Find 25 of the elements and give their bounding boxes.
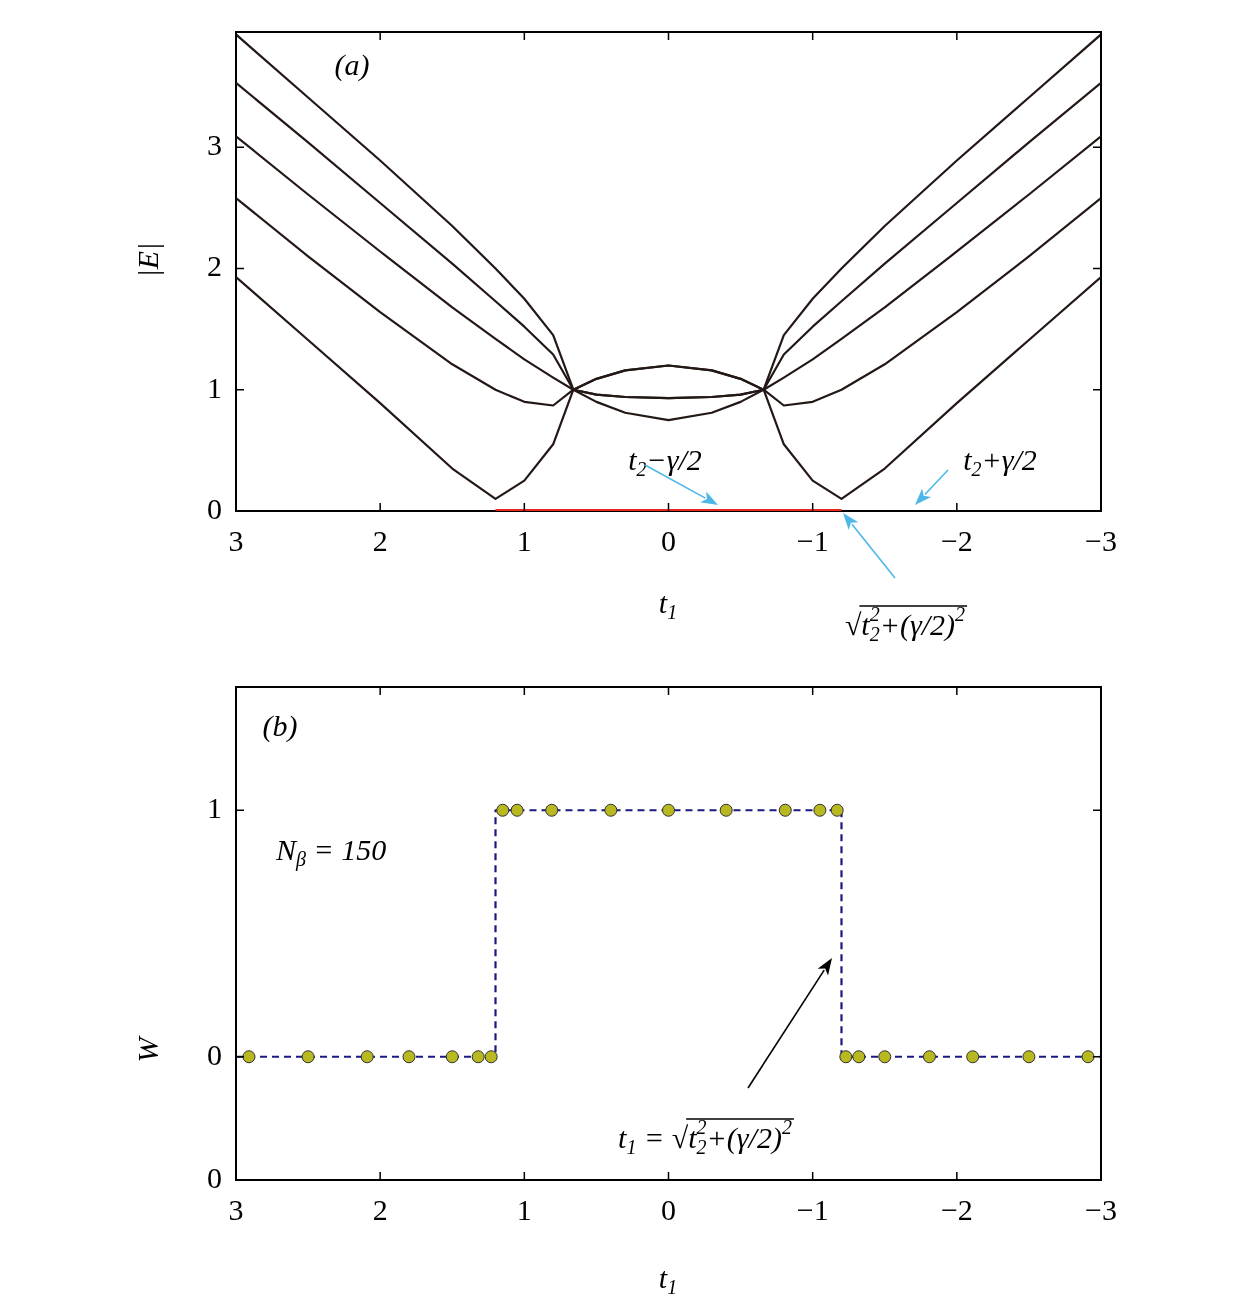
x-tick-label: −2 bbox=[940, 1192, 973, 1226]
y-tick-label: 1 bbox=[207, 370, 222, 404]
annotation: (a) bbox=[334, 47, 370, 82]
y-tick-label: 3 bbox=[207, 128, 222, 162]
x-tick-label: −1 bbox=[796, 1192, 829, 1226]
y-tick-label: 0 bbox=[207, 1160, 222, 1194]
x-tick-label: 2 bbox=[372, 1192, 388, 1226]
x-tick-label: −1 bbox=[796, 523, 829, 557]
x-tick-label: 3 bbox=[228, 1192, 244, 1226]
x-tick-label: 1 bbox=[516, 523, 532, 557]
x-tick-label: 0 bbox=[661, 1192, 676, 1226]
y-tick-label: 0 bbox=[207, 491, 222, 525]
y-tick-label: 2 bbox=[207, 249, 222, 283]
x-tick-label: 2 bbox=[372, 523, 388, 557]
y-tick-label: 1 bbox=[207, 791, 222, 825]
y-axis-title: |E| bbox=[130, 242, 164, 278]
x-tick-label: 3 bbox=[228, 523, 244, 557]
x-tick-label: 0 bbox=[661, 523, 676, 557]
x-tick-label: −2 bbox=[940, 523, 973, 557]
x-tick-label: 1 bbox=[516, 1192, 532, 1226]
x-tick-label: −3 bbox=[1085, 523, 1117, 557]
y-axis-title: W bbox=[130, 1034, 164, 1063]
y-tick-label: 0 bbox=[207, 1037, 222, 1071]
x-tick-label: −3 bbox=[1085, 1192, 1117, 1226]
annotation: (b) bbox=[262, 708, 298, 743]
